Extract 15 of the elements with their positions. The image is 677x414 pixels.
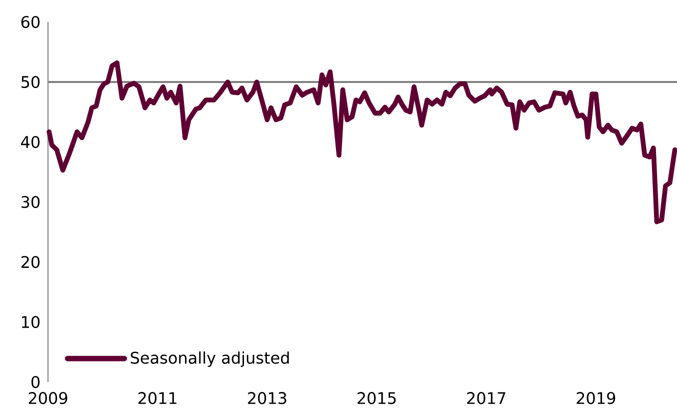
x-tick-label: 2009 — [28, 392, 68, 404]
y-tick-label: 50 — [22, 76, 40, 88]
legend-label: Seasonally adjusted — [130, 351, 289, 367]
y-tick-label: 0 — [31, 376, 40, 388]
x-tick-label: 2017 — [467, 392, 506, 404]
y-tick-label: 40 — [21, 136, 40, 148]
x-tick-label: 2019 — [576, 392, 616, 404]
x-tick-label: 2015 — [358, 392, 396, 404]
y-tick-label: 10 — [22, 316, 40, 328]
y-tick-label: 20 — [21, 256, 40, 268]
y-tick-label: 60 — [21, 16, 40, 28]
y-tick-label: 30 — [21, 196, 40, 208]
x-tick-label: 2013 — [248, 392, 286, 404]
line-series — [46, 60, 677, 224]
x-tick-label: 2011 — [138, 392, 176, 404]
